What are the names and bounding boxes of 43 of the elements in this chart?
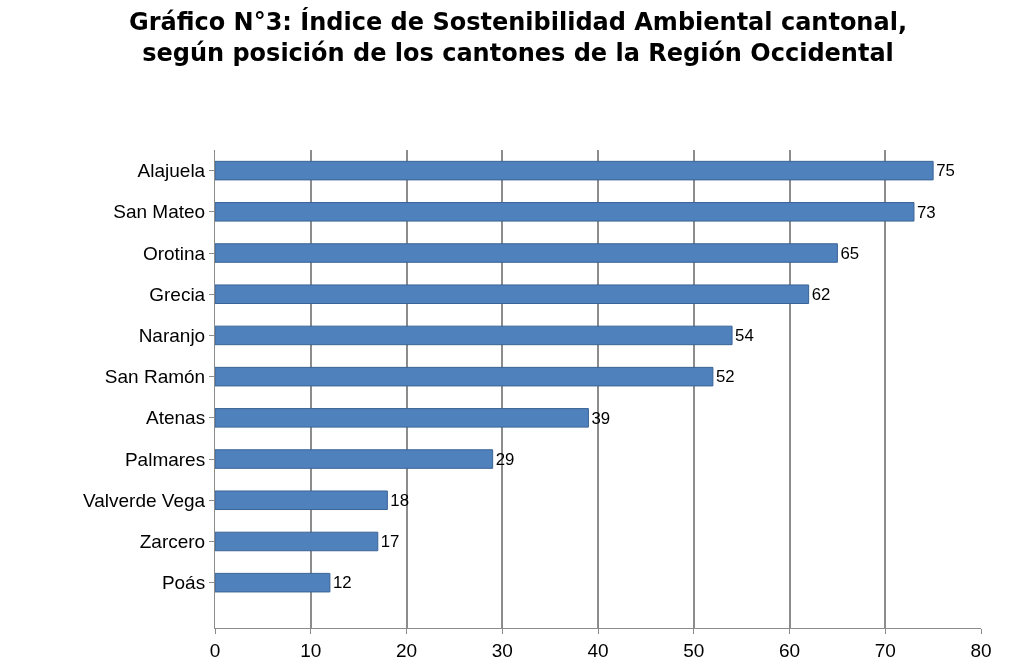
- y-tick-label: Grecia: [149, 283, 206, 305]
- x-tick-label: 50: [683, 639, 705, 661]
- y-tick-label: Orotina: [142, 242, 206, 264]
- x-tick-label: 60: [778, 639, 801, 661]
- bar: [215, 366, 714, 387]
- data-label: 65: [840, 243, 860, 263]
- y-tick-label: San Mateo: [113, 201, 206, 223]
- data-label: 18: [390, 491, 410, 510]
- data-label: 12: [332, 573, 352, 593]
- y-tick-label: Atenas: [146, 407, 206, 429]
- y-tick-label: Alajuela: [137, 160, 206, 182]
- data-label: 17: [380, 532, 400, 552]
- bar: [215, 202, 915, 222]
- bar: [215, 531, 379, 552]
- data-label: 52: [715, 367, 735, 387]
- bar: [215, 408, 589, 428]
- bar: [215, 449, 494, 469]
- y-tick-label: San Ramón: [104, 366, 206, 388]
- bar: [215, 160, 934, 181]
- x-tick-label: 70: [874, 639, 896, 661]
- bar: [215, 325, 733, 346]
- y-tick-label: Valverde Vega: [83, 489, 206, 511]
- data-label: 54: [735, 326, 754, 346]
- y-tick-label: Zarcero: [139, 531, 206, 553]
- x-tick-label: 80: [970, 639, 992, 661]
- x-tick-label: 30: [491, 639, 513, 661]
- x-tick-label: 40: [587, 639, 609, 661]
- data-label: 29: [495, 449, 515, 469]
- data-label: 62: [811, 284, 831, 304]
- y-tick-label: Naranjo: [138, 325, 206, 347]
- y-tick-label: Poás: [161, 572, 206, 594]
- x-tick-label: 20: [395, 639, 418, 661]
- data-label: 75: [936, 161, 955, 181]
- bar: [215, 243, 838, 263]
- bar: [215, 490, 388, 511]
- x-tick-label: 0: [209, 639, 221, 661]
- x-tick-label: 10: [300, 639, 322, 661]
- data-label: 39: [591, 408, 611, 428]
- chart-title: Gráfico N°3: Índice de Sostenibilidad Ambiental cantonal, según posición de los cantones de la Región Occidental: [128, 7, 908, 68]
- y-tick-label: Palmares: [124, 448, 206, 470]
- data-label: 73: [916, 202, 936, 222]
- bar: [215, 572, 331, 593]
- bar: [215, 284, 810, 304]
